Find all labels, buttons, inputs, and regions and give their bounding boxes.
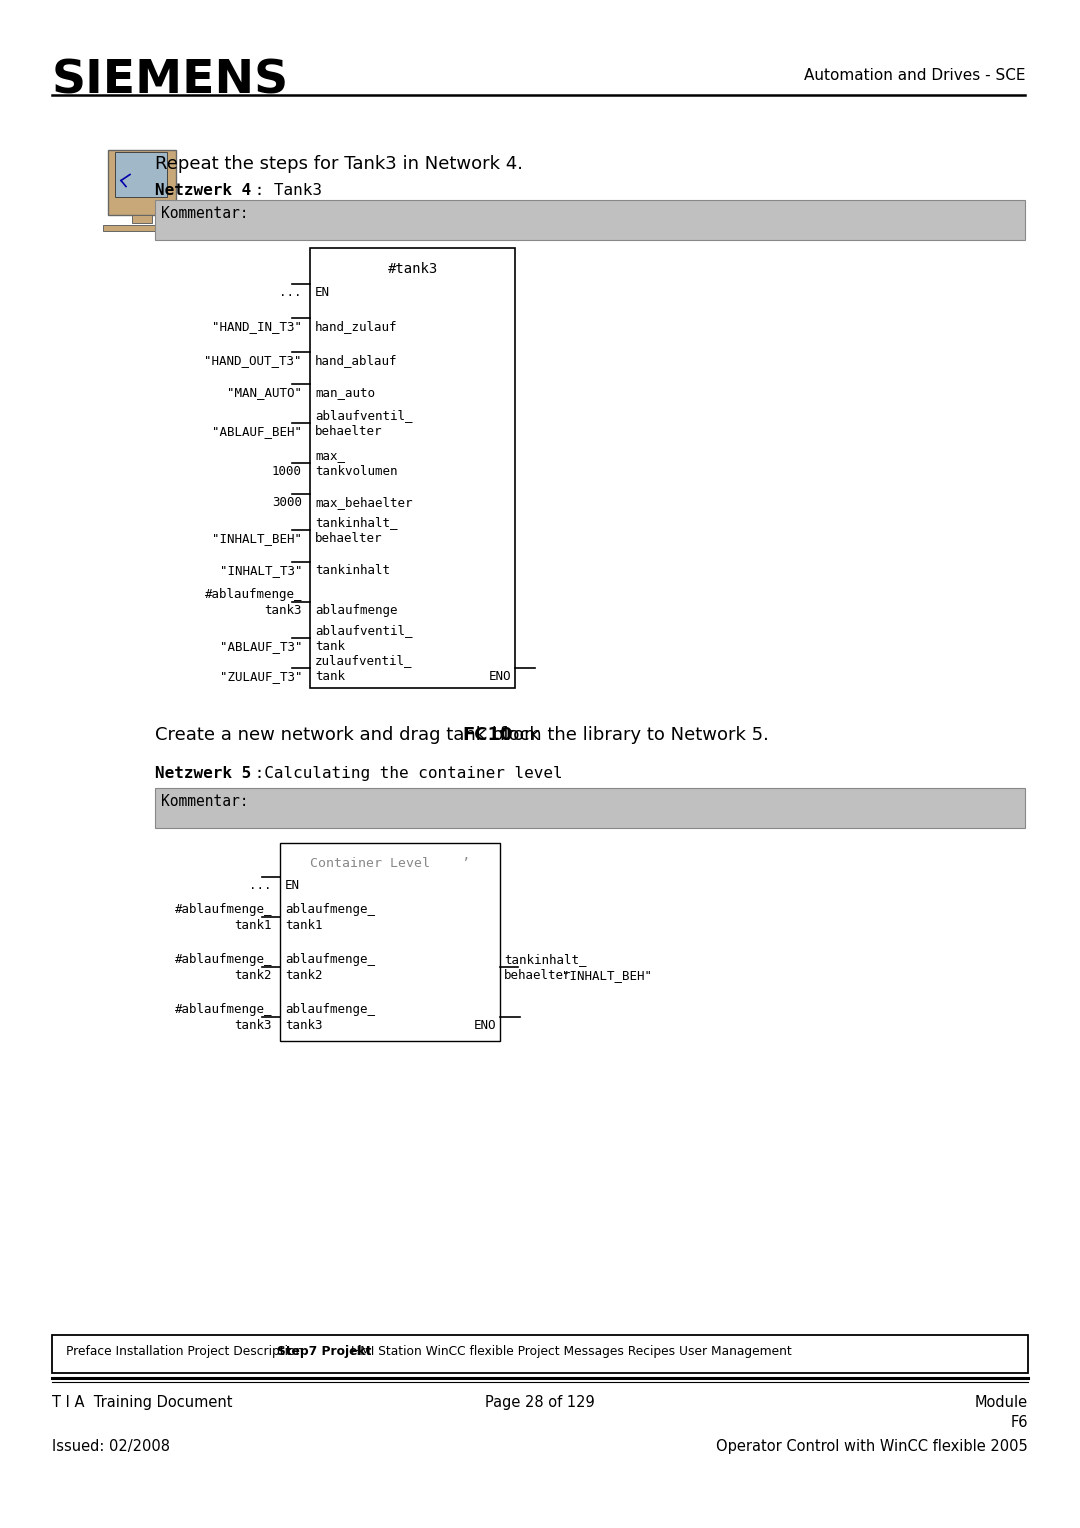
Text: zulaufventil_: zulaufventil_ — [315, 654, 413, 668]
Text: SIEMENS: SIEMENS — [52, 58, 289, 102]
Text: tank2: tank2 — [234, 969, 272, 983]
Text: man_auto: man_auto — [315, 387, 375, 399]
Text: ablaufventil_: ablaufventil_ — [315, 623, 413, 637]
Text: 3000: 3000 — [272, 497, 302, 509]
Bar — [310, 248, 515, 688]
Bar — [280, 843, 500, 1041]
Text: ablaufmenge: ablaufmenge — [315, 604, 397, 617]
Text: tankinhalt_: tankinhalt_ — [504, 953, 586, 966]
Text: tankinhalt_: tankinhalt_ — [315, 516, 397, 529]
Text: Netzwerk 5: Netzwerk 5 — [156, 766, 252, 781]
Text: Step7 Projekt: Step7 Projekt — [278, 1345, 372, 1358]
Text: Netzwerk 4: Netzwerk 4 — [156, 183, 252, 199]
Text: "INHALT_BEH": "INHALT_BEH" — [212, 532, 302, 545]
Text: max_behaelter: max_behaelter — [315, 497, 413, 509]
Text: tankvolumen: tankvolumen — [315, 465, 397, 478]
Text: hand_zulauf: hand_zulauf — [315, 319, 397, 333]
Text: tank3: tank3 — [234, 1019, 272, 1031]
Bar — [114, 151, 167, 197]
Text: : Tank3: : Tank3 — [245, 183, 322, 199]
Text: "INHALT_BEH": "INHALT_BEH" — [563, 969, 652, 983]
Text: behaelter: behaelter — [315, 425, 382, 439]
Text: EN: EN — [285, 879, 300, 892]
Text: ablaufmenge_: ablaufmenge_ — [285, 903, 375, 915]
Text: Repeat the steps for Tank3 in Network 4.: Repeat the steps for Tank3 in Network 4. — [156, 154, 523, 173]
Bar — [132, 215, 152, 223]
Bar — [52, 1335, 1028, 1374]
Text: ablaufventil_: ablaufventil_ — [315, 410, 413, 422]
Text: tank: tank — [315, 640, 345, 652]
Text: HMI Station WinCC flexible Project Messages Recipes User Management: HMI Station WinCC flexible Project Messa… — [348, 1345, 793, 1358]
Text: "MAN_AUTO": "MAN_AUTO" — [227, 387, 302, 399]
Text: #ablaufmenge_: #ablaufmenge_ — [175, 1002, 272, 1016]
Text: Operator Control with WinCC flexible 2005: Operator Control with WinCC flexible 200… — [716, 1439, 1028, 1455]
Text: tank1: tank1 — [234, 918, 272, 932]
Text: tank1: tank1 — [285, 918, 323, 932]
Text: behaelter: behaelter — [315, 532, 382, 545]
Text: tank3: tank3 — [285, 1019, 323, 1031]
Text: #ablaufmenge_: #ablaufmenge_ — [175, 903, 272, 915]
Text: Container Level    ’: Container Level ’ — [310, 857, 470, 869]
Text: Automation and Drives - SCE: Automation and Drives - SCE — [804, 69, 1025, 83]
Text: "HAND_OUT_T3": "HAND_OUT_T3" — [204, 354, 302, 367]
Text: "ZULAUF_T3": "ZULAUF_T3" — [219, 669, 302, 683]
Text: Kommentar:: Kommentar: — [161, 206, 248, 222]
Text: behaelter: behaelter — [504, 969, 571, 983]
Text: tank: tank — [315, 669, 345, 683]
Bar — [103, 225, 181, 231]
Text: "HAND_IN_T3": "HAND_IN_T3" — [212, 319, 302, 333]
Text: #tank3: #tank3 — [388, 261, 437, 277]
Text: "ABLAUF_T3": "ABLAUF_T3" — [219, 640, 302, 652]
Text: :Calculating the container level: :Calculating the container level — [245, 766, 563, 781]
Text: T I A  Training Document: T I A Training Document — [52, 1395, 232, 1410]
Text: tankinhalt: tankinhalt — [315, 564, 390, 578]
Text: 1000: 1000 — [272, 465, 302, 478]
Text: Issued: 02/2008: Issued: 02/2008 — [52, 1439, 170, 1455]
Text: #ablaufmenge_: #ablaufmenge_ — [204, 588, 302, 601]
Text: ablaufmenge_: ablaufmenge_ — [285, 953, 375, 966]
Text: from the library to Network 5.: from the library to Network 5. — [495, 726, 769, 744]
Text: tank3: tank3 — [265, 604, 302, 617]
Text: Create a new network and drag tank block: Create a new network and drag tank block — [156, 726, 545, 744]
Text: ENO: ENO — [488, 669, 511, 683]
Text: #ablaufmenge_: #ablaufmenge_ — [175, 953, 272, 966]
Text: FC10: FC10 — [462, 726, 513, 744]
Text: F6: F6 — [1011, 1415, 1028, 1430]
Text: ablaufmenge_: ablaufmenge_ — [285, 1002, 375, 1016]
Text: Module: Module — [975, 1395, 1028, 1410]
Text: tank2: tank2 — [285, 969, 323, 983]
Text: hand_ablauf: hand_ablauf — [315, 354, 397, 367]
Text: EN: EN — [315, 286, 330, 299]
Text: ...: ... — [249, 879, 272, 892]
Text: Kommentar:: Kommentar: — [161, 795, 248, 808]
Bar — [156, 788, 1025, 828]
Text: Preface Installation Project Description: Preface Installation Project Description — [66, 1345, 307, 1358]
Text: "ABLAUF_BEH": "ABLAUF_BEH" — [212, 425, 302, 439]
Text: Page 28 of 129: Page 28 of 129 — [485, 1395, 595, 1410]
Text: ENO: ENO — [473, 1019, 496, 1031]
Text: ...: ... — [280, 286, 302, 299]
Bar — [108, 150, 176, 215]
Text: "INHALT_T3": "INHALT_T3" — [219, 564, 302, 578]
Bar — [156, 200, 1025, 240]
Text: max_: max_ — [315, 449, 345, 461]
